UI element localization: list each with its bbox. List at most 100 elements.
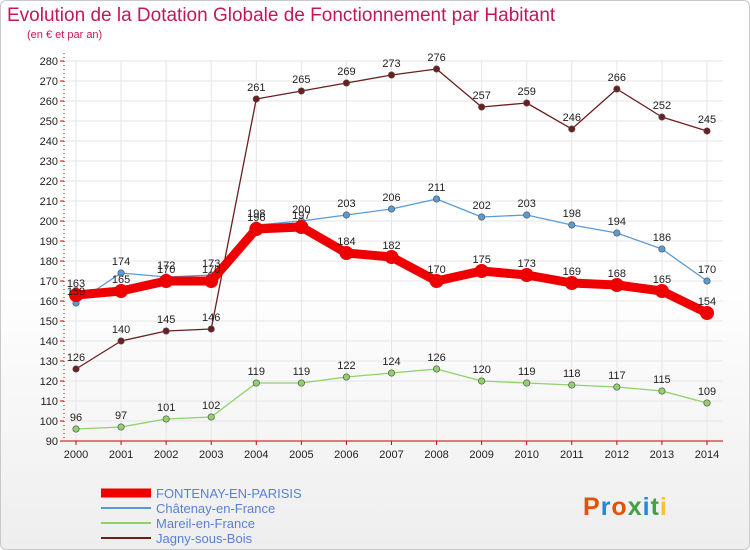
data-point (703, 277, 711, 285)
data-point (429, 274, 444, 288)
logo-letter: i (659, 493, 668, 521)
data-label: 115 (653, 374, 671, 386)
y-tick-label: 160 (40, 296, 58, 308)
logo-letter: x (627, 493, 643, 521)
data-label: 261 (247, 82, 265, 94)
data-point (294, 220, 309, 234)
x-tick-label: 2006 (334, 449, 358, 461)
data-label: 170 (202, 264, 220, 276)
data-label: 246 (563, 112, 581, 124)
data-point (568, 381, 576, 389)
data-label: 266 (608, 72, 626, 84)
x-tick-label: 2012 (605, 449, 629, 461)
y-tick-label: 110 (40, 396, 58, 408)
data-label: 118 (563, 368, 581, 380)
data-label: 206 (382, 192, 400, 204)
data-label: 119 (248, 366, 266, 378)
y-tick-label: 170 (40, 276, 58, 288)
x-tick-label: 2011 (560, 449, 584, 461)
legend-label: Jagny-sous-Bois (156, 531, 253, 546)
data-point (342, 211, 350, 219)
data-label: 273 (382, 58, 400, 70)
data-label: 257 (472, 90, 490, 102)
data-label: 173 (518, 258, 536, 270)
data-label: 163 (67, 278, 85, 290)
data-label: 140 (112, 324, 130, 336)
x-tick-label: 2003 (199, 449, 223, 461)
data-label: 122 (337, 360, 355, 372)
series-0 (72, 65, 711, 373)
data-point (703, 127, 711, 135)
series-1 (72, 365, 711, 433)
x-tick-label: 2009 (469, 449, 493, 461)
data-point (117, 337, 125, 345)
data-label: 194 (608, 216, 626, 228)
logo-letter: i (642, 493, 651, 521)
data-label: 252 (653, 100, 671, 112)
data-point (69, 288, 83, 302)
data-label: 173 (202, 258, 220, 270)
data-point (700, 306, 714, 320)
data-label: 265 (292, 74, 310, 86)
data-point (387, 369, 396, 377)
data-label: 276 (427, 52, 445, 64)
data-point (609, 278, 624, 292)
data-point (658, 245, 666, 253)
y-tick-label: 180 (40, 256, 58, 268)
y-tick-label: 200 (40, 216, 58, 228)
chart-subtitle: (en € et par an) (27, 29, 103, 41)
data-label: 146 (202, 312, 220, 324)
data-label: 203 (337, 198, 355, 210)
data-label: 196 (247, 212, 265, 224)
data-label: 245 (698, 114, 716, 126)
y-tick-label: 90 (46, 436, 58, 448)
x-tick-label: 2005 (289, 449, 313, 461)
data-point (523, 211, 531, 219)
data-point (433, 195, 441, 203)
data-point (387, 71, 396, 79)
data-point (342, 373, 350, 381)
x-tick-label: 2004 (244, 449, 268, 461)
data-point (433, 365, 441, 373)
x-tick-label: 2013 (650, 449, 674, 461)
data-point (339, 246, 354, 260)
data-point (613, 85, 621, 93)
data-label: 101 (157, 402, 175, 414)
data-label: 170 (698, 264, 716, 276)
data-point (72, 425, 80, 433)
y-tick-label: 130 (40, 356, 58, 368)
data-point (204, 274, 219, 288)
data-point (117, 269, 125, 277)
data-label: 97 (115, 410, 127, 422)
y-tick-label: 120 (40, 376, 58, 388)
data-label: 145 (157, 314, 175, 326)
data-point (703, 399, 711, 407)
data-label: 154 (698, 296, 716, 308)
data-point (613, 383, 621, 391)
data-point (162, 327, 170, 335)
x-tick-label: 2007 (379, 449, 403, 461)
data-label: 200 (292, 204, 310, 216)
data-point (654, 284, 669, 298)
data-point (384, 250, 399, 264)
data-label: 165 (653, 274, 671, 286)
data-label: 198 (563, 208, 581, 220)
logo-letter: o (611, 493, 628, 521)
data-point (72, 365, 80, 373)
data-point (478, 213, 486, 221)
y-tick-label: 240 (40, 136, 58, 148)
series-3 (69, 220, 714, 320)
logo-letter: P (583, 493, 601, 521)
legend-label: Châtenay-en-France (156, 501, 275, 516)
data-label: 175 (472, 254, 490, 266)
data-label: 117 (608, 370, 626, 382)
x-tick-label: 2014 (695, 449, 719, 461)
data-point (114, 284, 129, 298)
y-tick-label: 190 (40, 236, 58, 248)
data-label: 170 (157, 264, 175, 276)
data-point (658, 387, 666, 395)
data-label: 168 (608, 268, 626, 280)
data-point (297, 87, 305, 95)
